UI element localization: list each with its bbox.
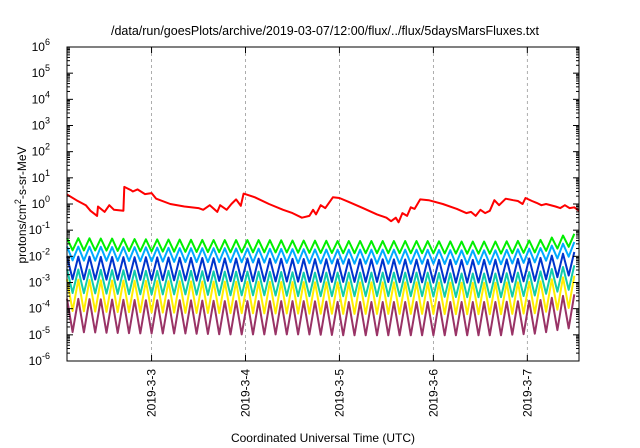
y-tick-label: 10-5 [29,325,50,342]
y-tick-label: 105 [32,63,50,80]
x-tick-label: 2019-3-7 [520,369,534,417]
y-tick-label: 10-2 [29,246,50,263]
series-line-2 [66,241,576,266]
grid [151,47,528,361]
y-tick-label: 10-3 [29,273,50,290]
x-tick-label: 2019-3-5 [332,369,346,417]
data-series [66,185,580,337]
y-axis: 106 105 104 103 102 101 100 10-1 10-2 10-3 10-4 10-… [29,37,579,368]
y-tick-label: 106 [32,37,50,54]
chart-title: /data/run/goesPlots/archive/2019-03-07/1… [111,24,540,38]
y-tick-label: 101 [32,168,50,185]
y-tick-label: 10-4 [29,299,50,316]
x-axis: 2019-3-3 2019-3-4 2019-3-5 2019-3-6 2019-3-7 [145,47,534,417]
y-axis-label: protons/cm2-s-sr-MeV [13,146,29,263]
y-tick-label: 102 [32,142,50,159]
series-line-1 [66,233,576,255]
series-line-3 [66,251,576,284]
x-tick-label: 2019-3-4 [238,369,252,417]
y-tick-label: 104 [32,89,50,106]
x-tick-label: 2019-3-3 [145,369,159,417]
series-line-5 [66,275,576,316]
y-tick-label: 103 [32,116,50,133]
series-line-4 [66,265,576,299]
series-line-6 [66,294,576,337]
y-tick-label: 10-6 [29,351,50,368]
y-tick-label: 100 [32,194,50,211]
x-tick-label: 2019-3-6 [426,369,440,417]
y-tick-label: 10-1 [29,220,50,237]
x-axis-label: Coordinated Universal Time (UTC) [231,431,415,445]
series-line-0 [66,185,580,224]
